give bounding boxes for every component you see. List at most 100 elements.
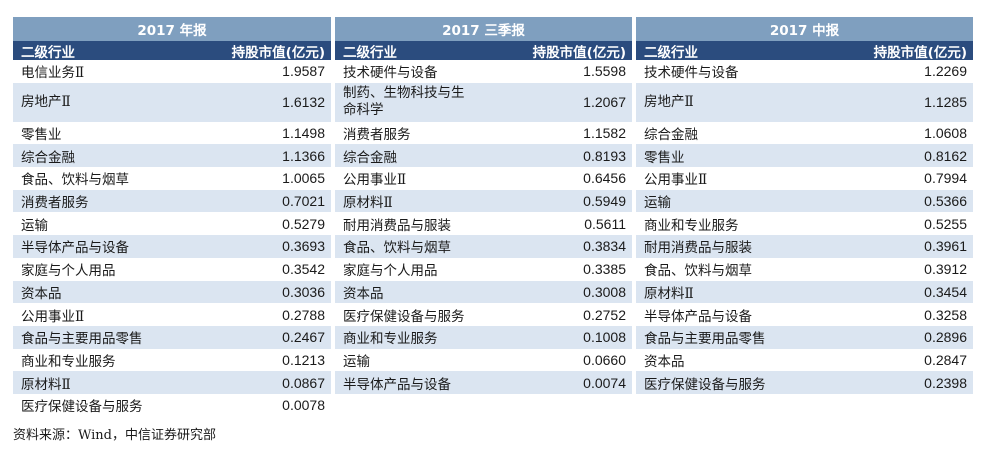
table-row: 食品与主要用品零售 0.2467 [13,325,331,349]
holding-value: 0.5366 [924,193,967,210]
table-row: 半导体产品与设备 0.0074 [335,371,632,394]
holding-value: 0.3454 [924,283,967,300]
holding-value: 0.7021 [282,193,325,210]
industry-name: 运输 [644,195,671,212]
table-row: 商业和专业服务 0.1008 [335,325,632,349]
holding-value: 0.3385 [583,261,626,278]
holding-value: 1.5598 [583,63,626,80]
holding-value: 0.2847 [924,351,967,368]
industry-name: 零售业 [21,127,62,144]
holding-value: 0.0660 [583,351,626,368]
holding-value: 0.7994 [924,170,967,187]
holding-value: 0.1213 [282,351,325,368]
industry-name: 商业和专业服务 [21,353,116,370]
industry-name: 综合金融 [21,149,75,166]
holding-value: 1.9587 [282,63,325,80]
panel-title: 2017 中报 [636,17,973,41]
industry-name: 综合金融 [343,149,397,166]
table-row: 公用事业Ⅱ 0.6456 [335,167,632,190]
industry-name: 医疗保健设备与服务 [21,399,143,416]
holding-value: 0.2788 [282,306,325,323]
empty-row [636,394,973,417]
table-row: 消费者服务 0.7021 [13,189,331,213]
table-row: 家庭与个人用品 0.3542 [13,258,331,281]
panel-rows: 电信业务Ⅱ 1.9587 房地产Ⅱ 1.6132 零售业 1.1498 综合金融 1.1366… [13,60,331,417]
industry-name: 消费者服务 [343,127,411,144]
holding-value: 0.5611 [584,215,626,232]
table-row: 食品、饮料与烟草 0.3912 [636,258,973,281]
holding-value: 1.1285 [924,94,967,111]
industry-name: 食品、饮料与烟草 [21,172,129,189]
industry-name: 食品与主要用品零售 [21,331,143,348]
table-row: 食品与主要用品零售 0.2896 [636,325,973,349]
industry-name: 公用事业Ⅱ [343,172,407,189]
industry-name: 半导体产品与设备 [644,308,752,325]
table-row: 房地产Ⅱ 1.6132 [13,82,331,122]
holding-value: 0.5949 [583,193,626,210]
table-row: 运输 0.5279 [13,212,331,235]
holding-value: 0.2467 [282,329,325,346]
industry-name: 耐用消费品与服装 [343,217,451,234]
panel-2017-q3: 2017 三季报 二级行业 持股市值(亿元) 技术硬件与设备 1.5598 制药、生… [335,17,632,417]
holding-value: 0.2896 [924,329,967,346]
table-row: 技术硬件与设备 1.2269 [636,60,973,83]
holding-value: 0.3834 [583,238,626,255]
table-row: 公用事业Ⅱ 0.7994 [636,167,973,190]
column-header-value: 持股市值(亿元) [231,44,325,61]
holding-value: 1.2269 [924,63,967,80]
holding-value: 0.6456 [583,170,626,187]
industry-name: 医疗保健设备与服务 [343,308,465,325]
industry-name: 运输 [21,217,48,234]
holding-value: 1.6132 [282,94,325,111]
industry-name: 综合金融 [644,127,698,144]
holding-value: 1.1366 [282,147,325,164]
tables-row: 2017 年报 二级行业 持股市值(亿元) 电信业务Ⅱ 1.9587 房地产Ⅱ 1.6… [13,17,973,417]
holding-value: 0.3036 [282,283,325,300]
column-header-row: 二级行业 持股市值(亿元) [13,41,331,61]
industry-name: 制药、生物科技与生 命科学 [343,85,465,119]
table-row: 耐用消费品与服装 0.3961 [636,235,973,258]
holding-value: 0.0867 [282,374,325,391]
industry-name: 运输 [343,353,370,370]
industry-name: 原材料Ⅱ [343,195,393,212]
column-header-row: 二级行业 持股市值(亿元) [335,41,632,61]
table-row: 原材料Ⅱ 0.0867 [13,371,331,394]
holding-value: 1.1582 [583,125,626,142]
column-header-industry: 二级行业 [343,44,397,61]
panel-2017-interim: 2017 中报 二级行业 持股市值(亿元) 技术硬件与设备 1.2269 房地产Ⅱ 1… [636,17,973,417]
holding-value: 0.3258 [924,306,967,323]
column-header-industry: 二级行业 [21,44,75,61]
industry-name: 技术硬件与设备 [343,65,438,82]
holding-value: 0.3008 [583,283,626,300]
table-row: 商业和专业服务 0.1213 [13,349,331,372]
column-header-value: 持股市值(亿元) [532,44,626,61]
industry-name: 商业和专业服务 [644,217,739,234]
column-header-value: 持股市值(亿元) [873,44,967,61]
industry-name: 资本品 [644,353,685,370]
table-row: 半导体产品与设备 0.3693 [13,235,331,258]
table-row: 公用事业Ⅱ 0.2788 [13,303,331,326]
industry-name: 家庭与个人用品 [343,263,438,280]
holding-value: 1.2067 [583,94,626,111]
industry-name: 电信业务Ⅱ [21,65,85,82]
table-row: 家庭与个人用品 0.3385 [335,258,632,281]
holding-value: 0.2752 [583,306,626,323]
table-row: 房地产Ⅱ 1.1285 [636,82,973,122]
table-row: 商业和专业服务 0.5255 [636,212,973,235]
holding-value: 1.0608 [924,125,967,142]
industry-name: 家庭与个人用品 [21,263,116,280]
holding-value: 0.3961 [924,238,967,255]
holding-value: 1.1498 [282,125,325,142]
table-row: 资本品 0.3036 [13,280,331,304]
industry-name: 半导体产品与设备 [343,376,451,393]
table-row: 医疗保健设备与服务 0.0078 [13,394,331,417]
panel-rows: 技术硬件与设备 1.2269 房地产Ⅱ 1.1285 综合金融 1.0608 零售业 0.81… [636,60,973,417]
table-row: 原材料Ⅱ 0.3454 [636,280,973,304]
holdings-table: 2017 年报 二级行业 持股市值(亿元) 电信业务Ⅱ 1.9587 房地产Ⅱ 1.6… [13,17,973,417]
industry-name: 食品与主要用品零售 [644,331,766,348]
table-row: 制药、生物科技与生 命科学 1.2067 [335,82,632,122]
industry-name: 食品、饮料与烟草 [644,263,752,280]
industry-name: 零售业 [644,149,685,166]
table-row: 医疗保健设备与服务 0.2398 [636,371,973,394]
industry-name: 资本品 [343,285,384,302]
